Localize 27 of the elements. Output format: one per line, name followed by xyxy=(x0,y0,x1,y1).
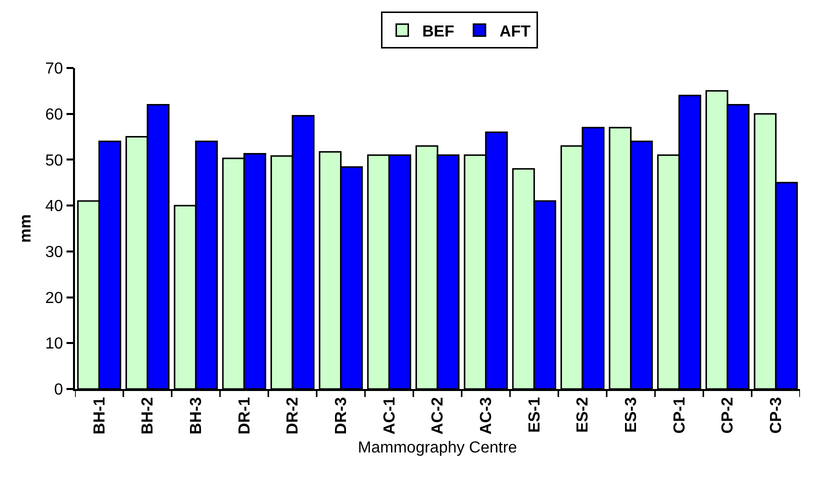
x-tick-label: CP-3 xyxy=(768,397,786,434)
x-tick-label: ES-2 xyxy=(574,397,592,433)
x-tick-label: CP-2 xyxy=(720,397,737,434)
x-tick-label: DR-3 xyxy=(333,397,350,434)
y-tick-label: 50 xyxy=(45,152,64,170)
x-tick-label: ES-1 xyxy=(526,397,544,433)
x-tick-label: BH-1 xyxy=(91,397,108,434)
y-tick-label: 30 xyxy=(45,244,64,262)
y-tick-label: 60 xyxy=(45,106,64,124)
x-axis-title: Mammography Centre xyxy=(358,440,518,457)
x-tick-label: AC-1 xyxy=(381,397,398,434)
x-tick-label: AC-3 xyxy=(478,397,496,434)
x-tick-label: CP-1 xyxy=(671,397,688,434)
x-tick-label: AC-2 xyxy=(430,397,447,434)
y-tick-label: 70 xyxy=(45,60,64,78)
y-tick-label: 40 xyxy=(45,198,64,216)
y-tick-label: 10 xyxy=(45,336,64,353)
legend-label: AFT xyxy=(499,23,531,40)
x-tick-label: DR-1 xyxy=(236,397,254,434)
y-tick-label: 20 xyxy=(45,290,64,307)
legend-label: BEF xyxy=(422,23,454,40)
y-tick-label: 0 xyxy=(54,382,64,399)
x-tick-label: DR-2 xyxy=(284,397,302,434)
x-tick-label: BH-3 xyxy=(188,397,206,434)
x-tick-label: BH-2 xyxy=(140,397,157,434)
x-tick-label: ES-3 xyxy=(623,397,640,433)
y-axis-title: mm xyxy=(18,214,35,243)
